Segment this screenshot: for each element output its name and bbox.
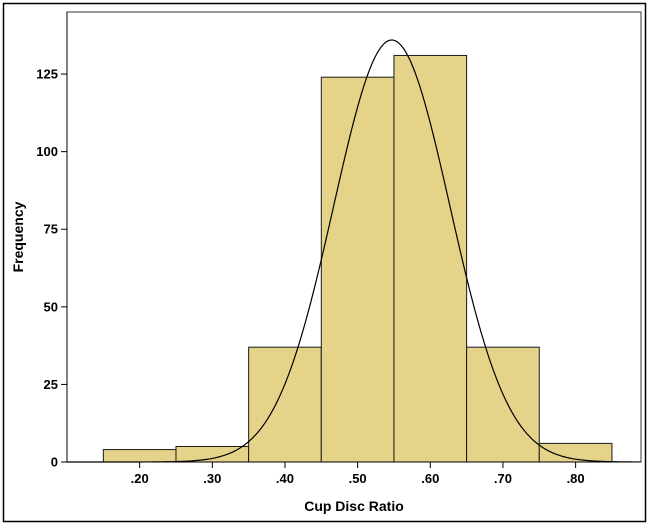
y-tick-label: 25 — [44, 377, 58, 392]
histogram-bar-6 — [466, 346, 540, 463]
y-tick-label: 75 — [44, 222, 58, 237]
x-tick-label: .60 — [421, 471, 439, 486]
x-tick-label: .80 — [567, 471, 585, 486]
y-axis-title: Frequency — [10, 201, 26, 272]
y-tick-label: 100 — [36, 144, 58, 159]
histogram-bar-5 — [393, 54, 468, 463]
histogram-bar-3 — [248, 346, 322, 463]
x-tick-label: .70 — [494, 471, 512, 486]
histogram-bar-4 — [320, 76, 395, 463]
y-tick-label: 50 — [44, 299, 58, 314]
x-tick-label: .50 — [349, 471, 367, 486]
y-axis: 0 25 50 75 100 125 — [36, 12, 68, 470]
x-tick-label: .20 — [131, 471, 149, 486]
y-tick-label: 0 — [51, 455, 58, 470]
histogram-bar-1 — [102, 449, 177, 463]
x-tick-label: .30 — [203, 471, 221, 486]
x-tick-label: .40 — [276, 471, 294, 486]
x-axis-title: Cup Disc Ratio — [304, 498, 404, 514]
y-tick-label: 125 — [36, 67, 58, 82]
x-axis: .20 .30 .40 .50 .60 .70 .80 — [67, 461, 641, 486]
